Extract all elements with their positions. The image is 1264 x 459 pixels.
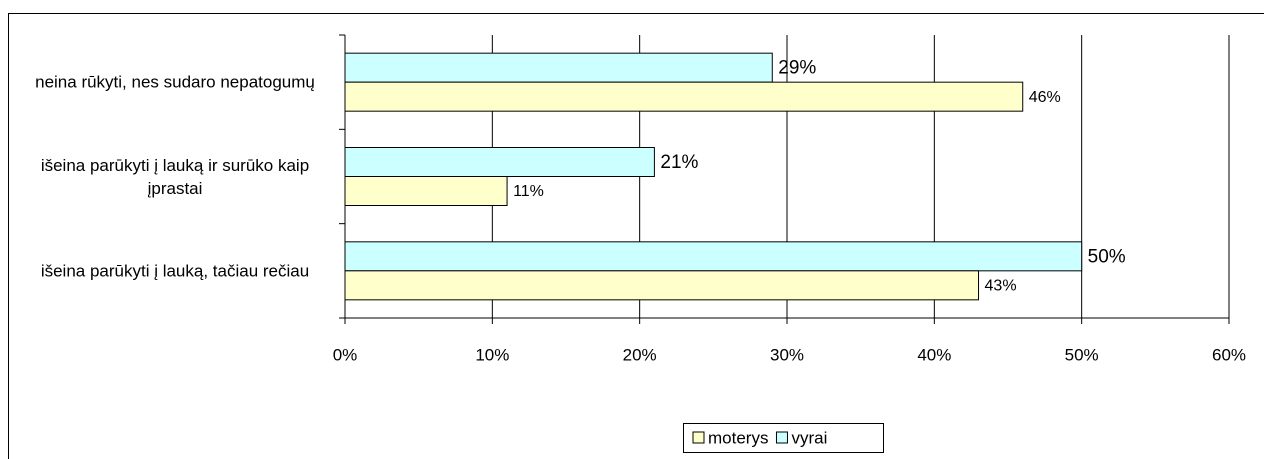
chart-border (8, 13, 1264, 459)
legend-swatch (775, 431, 788, 444)
data-label: 46% (1029, 89, 1061, 106)
data-label: 50% (1088, 246, 1126, 267)
data-label: 43% (985, 278, 1017, 295)
x-tick-label: 60% (1212, 345, 1246, 364)
data-label: 11% (513, 183, 544, 200)
legend-swatch (692, 431, 705, 444)
y-tick-label: neina rūkyti, nes sudaro nepatogumų (35, 72, 315, 92)
legend-label: vyrai (791, 428, 827, 447)
y-tick-label: išeina parūkyti į lauką ir surūko kaip į… (40, 155, 310, 198)
x-tick-label: 0% (333, 345, 358, 364)
y-tick-label: išeina parūkyti į lauką, tačiau rečiau (40, 261, 310, 281)
x-tick-label: 40% (917, 345, 951, 364)
x-tick-label: 50% (1065, 345, 1099, 364)
x-tick-label: 20% (623, 345, 657, 364)
data-label: 29% (778, 58, 816, 79)
bar (344, 81, 1024, 112)
bar (344, 176, 508, 206)
x-tick-label: 10% (475, 345, 509, 364)
bar (344, 270, 980, 301)
x-tick-label: 30% (770, 345, 804, 364)
bar (344, 241, 1083, 272)
bar (344, 52, 773, 83)
legend-label: moterys (708, 428, 768, 447)
bar (344, 147, 655, 177)
data-label: 21% (660, 152, 698, 173)
legend-box (683, 423, 884, 453)
